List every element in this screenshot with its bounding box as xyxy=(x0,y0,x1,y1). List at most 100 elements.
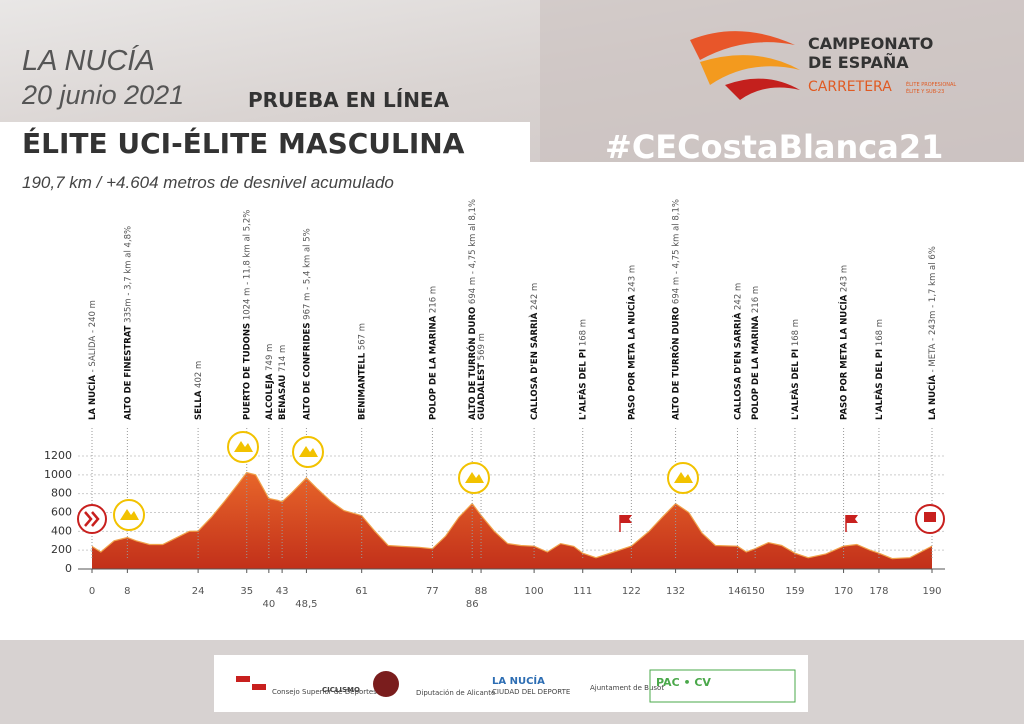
y-tick-label: 1000 xyxy=(44,468,72,481)
waypoint-detail: 216 m xyxy=(751,286,761,316)
category: ÉLITE UCI-ÉLITE MASCULINA xyxy=(22,126,465,160)
waypoint-detail: 335m - 3,7 km al 4,8% xyxy=(123,226,133,326)
waypoint-label: ALTO DE CONFRIDES 967 m - 5,4 km al 5% xyxy=(302,228,312,420)
flag xyxy=(846,515,858,523)
waypoint-detail: 749 m xyxy=(265,344,275,374)
waypoint-detail: 1024 m - 11,8 km al 5,2% xyxy=(243,210,253,323)
waypoint-detail: 168 m xyxy=(791,319,801,349)
category-box xyxy=(0,122,530,162)
waypoint-detail: 243 m xyxy=(627,265,637,295)
waypoint-label: ALTO DE FINESTRAT 335m - 3,7 km al 4,8% xyxy=(123,226,133,420)
waypoint-label: LA NUCÍA - SALIDA - 240 m xyxy=(86,300,98,420)
waypoint-label: CALLOSA D'EN SARRIÀ 242 m xyxy=(528,283,540,420)
waypoint-label: PUERTO DE TUDONS 1024 m - 11,8 km al 5,2… xyxy=(243,210,253,420)
waypoint-name: POLOP DE LA MARINA xyxy=(751,315,761,420)
waypoint-detail: 569 m xyxy=(477,333,487,363)
logo-text: CAMPEONATO xyxy=(808,34,933,53)
waypoint-detail: 242 m xyxy=(733,283,743,313)
flag xyxy=(620,515,632,523)
waypoint-detail: 242 m xyxy=(530,283,540,313)
logo: CAMPEONATO DE ESPAÑA CARRETERA ÉLITE PRO… xyxy=(690,31,956,100)
x-tick-label: 35 xyxy=(240,586,253,597)
y-tick-label: 200 xyxy=(51,543,72,556)
waypoint-label: PASO POR META LA NUCÍA 243 m xyxy=(838,265,850,420)
waypoint-label: CALLOSA D'EN SARRIÀ 242 m xyxy=(731,283,743,420)
waypoint-label: LA NUCÍA - META - 243m - 1,7 km al 6% xyxy=(926,246,938,420)
waypoint-detail: 243 m xyxy=(840,265,850,295)
waypoint-label: L'ALFÀS DEL PI 168 m xyxy=(789,319,801,420)
waypoint-name: PASO POR META LA NUCÍA xyxy=(625,294,637,420)
sponsor: LA NUCÍA xyxy=(492,674,545,687)
x-tick-label: 146 xyxy=(728,586,747,597)
header-photo xyxy=(540,0,1024,162)
logo-text: DE ESPAÑA xyxy=(808,53,909,72)
x-tick-label: 86 xyxy=(466,599,479,610)
logo-swirl xyxy=(690,31,795,60)
sponsor-icon xyxy=(373,671,399,697)
y-tick-label: 400 xyxy=(51,524,72,537)
logo-swirl xyxy=(725,78,800,100)
sponsor: Diputación de Alicante xyxy=(416,689,495,697)
x-tick-label: 77 xyxy=(426,586,439,597)
sponsors: Consejo Superior de Deportes CICLISMO Di… xyxy=(236,669,796,703)
climb-icon-peak xyxy=(465,472,484,483)
waypoint-label: POLOP DE LA MARINA 216 m xyxy=(428,286,438,420)
sponsor: Consejo Superior de Deportes xyxy=(272,688,377,696)
waypoint-label: BENIMANTELL 567 m xyxy=(358,323,368,420)
waypoint-label: ALTO DE TURRÓN DURO 694 m - 4,75 km al 8… xyxy=(466,199,478,420)
waypoint-name: GUADALEST xyxy=(477,363,487,420)
summary: 190,7 km / +4.604 metros de desnivel acu… xyxy=(22,173,394,192)
y-tick-label: 1200 xyxy=(44,449,72,462)
x-tick-label: 159 xyxy=(785,586,804,597)
waypoint-label: L'ALFÀS DEL PI 168 m xyxy=(577,319,589,420)
x-tick-label: 170 xyxy=(834,586,853,597)
waypoint-name: L'ALFÀS DEL PI xyxy=(873,349,885,420)
waypoint-detail: - META - 243m - 1,7 km al 6% xyxy=(928,246,938,375)
waypoint-name: PUERTO DE TUDONS xyxy=(243,323,253,420)
waypoint-detail: 216 m xyxy=(428,286,438,316)
y-tick-label: 800 xyxy=(51,487,72,500)
waypoint-name: ALTO DE CONFRIDES xyxy=(302,323,312,420)
waypoint-label: POLOP DE LA MARINA 216 m xyxy=(751,286,761,420)
x-tick-label: 40 xyxy=(262,599,275,610)
x-tick-label: 190 xyxy=(922,586,941,597)
x-tick-label: 100 xyxy=(525,586,544,597)
x-tick-label: 88 xyxy=(475,586,488,597)
waypoint-name: LA NUCÍA xyxy=(926,375,938,420)
sponsor: CICLISMO xyxy=(322,686,360,694)
climb-icon-peak xyxy=(234,441,253,452)
waypoint-detail: 402 m xyxy=(194,361,204,391)
start-icon xyxy=(84,511,100,527)
climb-icon-peak xyxy=(120,509,139,520)
waypoint-name: SELLA xyxy=(194,390,204,420)
waypoint-name: ALTO DE TURRÓN DURO xyxy=(670,307,682,420)
profile-area xyxy=(92,472,932,569)
waypoint-label: PASO POR META LA NUCÍA 243 m xyxy=(625,265,637,420)
waypoint-name: ALCOLEJA xyxy=(265,373,275,420)
waypoint-name: BENASAU xyxy=(278,375,288,420)
waypoint-detail: 967 m - 5,4 km al 5% xyxy=(302,228,312,322)
sponsor-frame xyxy=(649,669,796,703)
waypoint-label: L'ALFÀS DEL PI 168 m xyxy=(873,319,885,420)
waypoint-name: CALLOSA D'EN SARRIÀ xyxy=(731,312,743,420)
y-tick-label: 0 xyxy=(65,562,72,575)
x-tick-label: 48,5 xyxy=(295,599,317,610)
waypoint-detail: 694 m - 4,75 km al 8,1% xyxy=(672,199,682,307)
finish-icon xyxy=(924,512,936,522)
y-tick-label: 600 xyxy=(51,506,72,519)
waypoint-detail: 567 m xyxy=(358,323,368,353)
waypoint-detail: 168 m xyxy=(875,319,885,349)
stage: PRUEBA EN LÍNEA xyxy=(248,88,450,112)
waypoint-name: PASO POR META LA NUCÍA xyxy=(838,294,850,420)
waypoint-detail: 714 m xyxy=(278,345,288,375)
x-tick-label: 43 xyxy=(276,586,289,597)
date: 20 junio 2021 xyxy=(21,80,184,110)
hashtag: #CECostaBlanca21 xyxy=(605,128,943,166)
sponsor: CIUDAD DEL DEPORTE xyxy=(492,688,570,696)
x-tick-label: 111 xyxy=(573,586,592,597)
location: LA NUCÍA xyxy=(22,44,155,77)
waypoint-label: BENASAU 714 m xyxy=(278,345,288,420)
